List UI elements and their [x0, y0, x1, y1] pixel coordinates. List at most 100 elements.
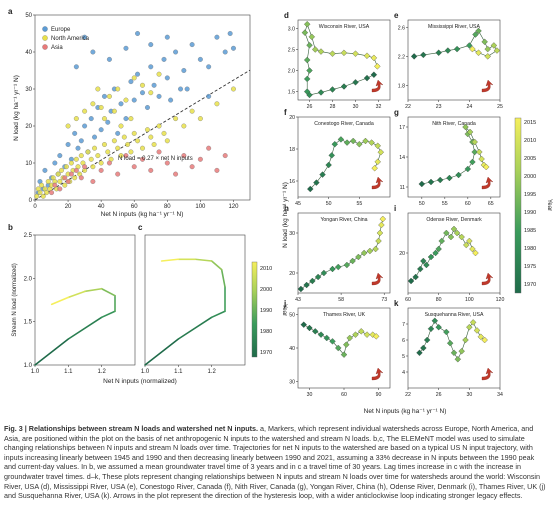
x-tick-label: 24: [466, 104, 472, 110]
x-tick-label: 73: [381, 297, 387, 303]
trajectory-marker: [443, 328, 450, 336]
trajectory-marker: [435, 245, 442, 253]
scatter-point: [78, 175, 84, 181]
scatter-point: [118, 153, 124, 159]
scatter-point: [121, 134, 127, 140]
scatter-point: [82, 108, 88, 114]
y-tick-label: 3.0: [288, 26, 295, 32]
colorbar-tick: 1990: [524, 210, 536, 216]
trajectory-marker: [484, 53, 491, 60]
trajectory-marker: [297, 285, 305, 293]
trajectory-marker: [423, 336, 431, 344]
scatter-point: [197, 156, 203, 162]
x-tick-label: 30: [353, 104, 359, 110]
colorbar-tick: 2005: [524, 156, 536, 162]
trajectory-marker: [300, 321, 307, 328]
y-tick-label: 2.5: [24, 233, 33, 239]
scatter-point: [206, 93, 212, 99]
scatter-point: [85, 149, 91, 155]
trajectory-marker: [308, 33, 316, 41]
scatter-point: [164, 138, 170, 144]
scatter-point: [131, 164, 137, 170]
trajectory-segment: [144, 338, 180, 366]
trajectory-marker: [375, 237, 382, 245]
trajectory-marker: [363, 331, 371, 338]
trajectory-marker: [363, 74, 371, 82]
y-tick-label: 20: [289, 115, 295, 121]
trajectory-marker: [493, 47, 501, 54]
trajectory-marker: [463, 241, 470, 249]
panel-letter-b: b: [8, 223, 13, 232]
trajectory-marker: [438, 237, 445, 245]
trajectory-marker: [435, 323, 442, 331]
x-tick-label: 30: [307, 392, 313, 398]
trajectory-marker: [420, 51, 427, 59]
x-tick-label: 20: [65, 204, 72, 210]
trajectory-segment: [50, 296, 70, 306]
trajectory-marker: [349, 257, 356, 265]
x-tick-label: 1.2: [207, 369, 216, 375]
colorbar-tick: 1980: [524, 246, 536, 252]
scatter-point: [52, 160, 58, 166]
scatter-point: [173, 171, 179, 177]
y-tick-label: 14: [399, 155, 405, 161]
panel-letter-j: j: [283, 299, 286, 308]
scatter-point: [73, 64, 79, 70]
panel-letter-a: a: [8, 7, 13, 16]
y-tick-label: 0: [29, 198, 33, 204]
trajectory-marker: [360, 249, 368, 257]
y-tick-label: 2.5: [288, 47, 295, 53]
legend-marker: [42, 26, 48, 32]
trajectory-marker: [473, 327, 481, 334]
x-axis-label-dk: Net N inputs (kg ha⁻¹ yr⁻¹ N): [364, 408, 447, 415]
legend-label: Asia: [51, 45, 63, 51]
scatter-point: [181, 123, 187, 129]
x-tick-label: 1.1: [174, 369, 183, 375]
y-tick-label: 4: [402, 370, 405, 376]
y-tick-label: 50: [289, 313, 295, 319]
colorbar-tick: 1985: [524, 228, 536, 234]
scatter-point: [105, 119, 111, 125]
y-tick-label: 30: [25, 87, 32, 93]
trajectory-marker: [454, 355, 462, 363]
scatter-point: [144, 127, 150, 133]
y-tick-label: 11: [400, 185, 405, 191]
scatter-point: [82, 123, 88, 129]
hysteresis-arrow-icon: [371, 272, 384, 286]
scatter-point: [39, 182, 45, 188]
scatter-point: [140, 145, 145, 151]
scatter-point: [90, 164, 96, 170]
x-axis-label-bc: Net N inputs (normalized): [103, 378, 177, 385]
colorbar-bc-label: Year: [281, 304, 287, 316]
scatter-point: [156, 93, 162, 99]
scatter-point: [189, 108, 195, 114]
plot-frame: [407, 212, 501, 294]
trajectory-marker: [343, 261, 351, 269]
scatter-point: [227, 31, 233, 36]
colorbar-tick: 1970: [524, 282, 536, 288]
scatter-point: [101, 93, 107, 99]
x-tick-label: 45: [295, 201, 301, 207]
x-tick-label: 0: [33, 204, 37, 210]
scatter-point: [148, 134, 154, 140]
trajectory-marker: [469, 245, 476, 253]
trajectory-marker: [340, 83, 348, 90]
colorbar-bc-tick: 2000: [260, 287, 272, 293]
figure-caption: Fig. 3 | Relationships between stream N …: [4, 424, 548, 501]
trajectory-marker: [427, 253, 435, 261]
y-tick-label: 20: [289, 271, 295, 277]
trajectory-marker: [418, 180, 426, 188]
scatter-point: [128, 149, 134, 155]
y-tick-label: 40: [25, 50, 32, 56]
y-axis-label-b: Stream N load (normalized): [12, 263, 18, 336]
scatter-point: [148, 64, 154, 70]
trajectory-marker: [420, 257, 427, 265]
trajectory-segment: [100, 310, 116, 319]
trajectory-marker: [306, 67, 313, 74]
panel-letter-k: k: [394, 299, 399, 308]
y-tick-label: 6: [402, 338, 405, 344]
scatter-point: [161, 56, 167, 62]
colorbar-bc: [251, 261, 258, 358]
scatter-point: [118, 123, 124, 129]
y-tick-label: 17: [399, 125, 405, 131]
